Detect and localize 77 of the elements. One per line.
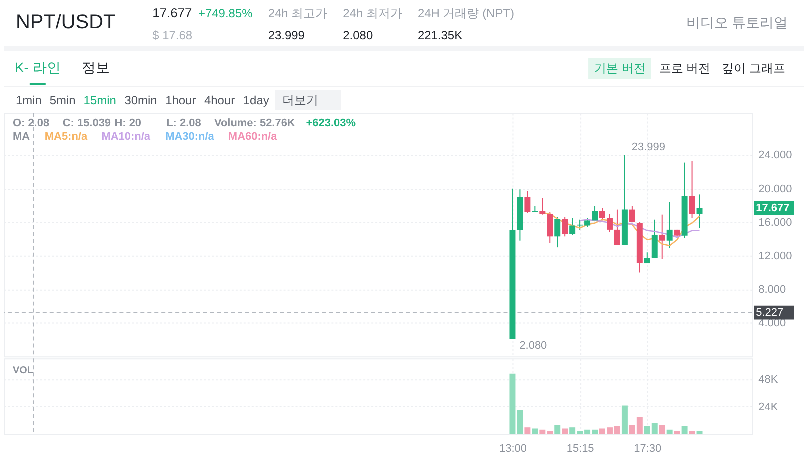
candlestick (547, 212, 554, 244)
candlestick (659, 214, 666, 260)
text: +749.85% (198, 6, 254, 21)
bar (622, 406, 628, 434)
bar (659, 425, 666, 434)
bar (682, 426, 688, 434)
text: 24h 최고가 (268, 6, 328, 21)
annotation: C: 15.039 (62, 117, 112, 130)
text: MA10:n/a (102, 131, 152, 144)
legend-label: MA60:n/a (228, 131, 278, 144)
annotation: H: 20 (114, 117, 142, 130)
text: MA5:n/a (44, 131, 88, 144)
candlestick (696, 194, 703, 229)
ref-line-label: 5.227 (756, 306, 784, 319)
text: 기본 버전 (594, 61, 646, 76)
annotation: +623.03% (306, 117, 356, 130)
bar (666, 430, 673, 434)
annotation: O: 2.08 (12, 117, 50, 130)
bar (689, 431, 696, 434)
text: 1day (243, 93, 270, 108)
text: 30min (124, 93, 158, 108)
text: 깊이 그래프 (722, 61, 786, 76)
candlestick (629, 206, 636, 223)
annotation: 23.999 (632, 141, 666, 154)
text: 1hour (166, 93, 196, 108)
text: 5min (50, 93, 76, 108)
text: 비디오 튜토리얼 (686, 14, 788, 30)
text: 17.677 (756, 202, 790, 214)
candlestick (606, 214, 613, 233)
candlestick (689, 160, 696, 219)
y-tick-label: 48K (758, 374, 779, 386)
bar (532, 428, 538, 434)
text: 프로 버전 (659, 61, 711, 76)
text: 17.677 (152, 6, 192, 21)
text: 2.080 (343, 28, 374, 42)
candlestick (540, 198, 546, 216)
bar (674, 431, 680, 434)
legend-label: MA30:n/a (166, 131, 216, 144)
candlestick (562, 216, 568, 238)
candlestick (570, 218, 576, 236)
candlestick (524, 190, 531, 214)
y-tick-label: 24K (758, 401, 779, 414)
candlestick (554, 216, 561, 248)
candlestick (600, 208, 606, 222)
bar (696, 431, 703, 434)
text: K- 라인 (14, 59, 61, 76)
text: 더보기 (282, 93, 318, 108)
candlestick (614, 209, 620, 246)
annotation: L: 2.08 (166, 117, 202, 130)
annotation: Volume: 52.76K (214, 117, 296, 130)
text: 1min (16, 93, 42, 108)
bar (554, 425, 561, 434)
y-tick-label: 24.000 (758, 150, 792, 162)
text: 15min (84, 93, 116, 108)
y-tick-label: 20.000 (758, 183, 792, 196)
x-tick-label: 13:00 (500, 442, 527, 455)
candlestick (652, 219, 658, 259)
y-tick-label: 16.000 (758, 216, 792, 229)
y-tick-label: 8.000 (758, 284, 786, 296)
text: 221.35K (418, 28, 463, 42)
text: VOL (12, 366, 34, 377)
text: 23.999 (268, 28, 306, 42)
annotation: 2.080 (520, 340, 548, 352)
text: 24H 거래량 (NPT) (418, 6, 514, 21)
text: 정보 (82, 59, 110, 76)
candlestick (666, 202, 673, 249)
bar (562, 428, 568, 434)
text: NPT/USDT (16, 11, 116, 34)
x-tick-label: 15:15 (566, 442, 594, 455)
x-tick-label: 17:30 (634, 442, 662, 455)
legend-title: MA (12, 131, 30, 144)
bar (524, 428, 531, 434)
y-tick-label: 12.000 (758, 250, 792, 262)
text: 24h 최저가 (343, 6, 402, 21)
text: 4hour (204, 93, 236, 108)
candlestick (592, 206, 598, 222)
text: $ 17.68 (152, 28, 193, 42)
